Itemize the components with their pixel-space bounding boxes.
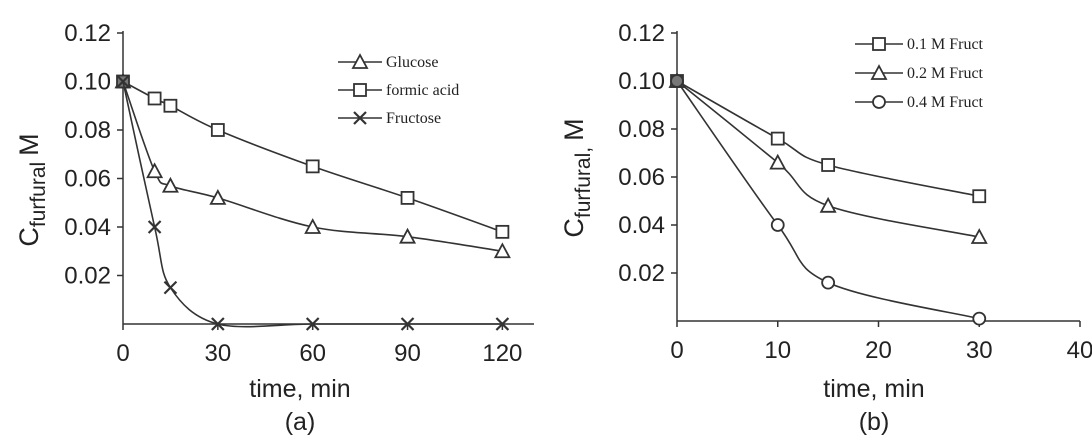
data-point-fructose — [495, 317, 510, 331]
legend-item-0-4-m-fruct: 0.4 M Fruct — [855, 94, 984, 111]
legend-item-fructose: Fructose — [338, 110, 441, 127]
legend-label: 0.4 M Fruct — [907, 94, 984, 111]
chart-panel-b: 0 10 20 30 40 0.02 0.04 0.06 0.08 0.10 0.12 time, m… — [559, 20, 1092, 436]
series-line-0-1-m-fruct — [676, 80, 980, 197]
y-tick-label: 0.12 — [64, 20, 111, 47]
y-tick-label: 0.04 — [64, 214, 111, 241]
y-tick-label: 0.02 — [618, 260, 665, 287]
data-point-fructose — [305, 317, 320, 331]
data-point-0-4-m-fruct — [972, 311, 987, 326]
y-tick-label: 0.02 — [64, 263, 111, 290]
data-point-formic-acid — [305, 159, 320, 174]
data-point-0-1-m-fruct — [770, 131, 785, 146]
data-point-0-2-m-fruct — [769, 153, 787, 170]
data-point-formic-acid — [400, 190, 415, 205]
data-point-0-4-m-fruct — [821, 275, 836, 290]
chart-panel-a: 0 30 60 90 120 0.02 0.04 0.06 0.08 0.10 0.12 time, … — [14, 20, 534, 436]
y-tick-label: 0.10 — [618, 68, 665, 95]
y-tick-label: 0.06 — [618, 164, 665, 191]
legend-marker-triangle — [351, 53, 369, 69]
data-point-fructose — [211, 317, 225, 331]
x-tick-label: 20 — [865, 337, 892, 364]
panel-label: (b) — [859, 408, 890, 436]
data-point-formic-acid — [147, 91, 162, 106]
data-point-fructose — [163, 280, 178, 295]
x-tick-label: 30 — [204, 340, 231, 367]
data-point-formic-acid — [495, 224, 510, 239]
series-line-0-2-m-fruct — [676, 80, 980, 238]
legend-label: Glucose — [386, 54, 438, 71]
legend-label: 0.2 M Fruct — [907, 65, 984, 82]
legend-label: 0.1 M Fruct — [907, 36, 984, 53]
legend-marker-square — [872, 37, 886, 51]
data-point-fructose — [400, 317, 415, 331]
data-point-glucose — [209, 189, 227, 205]
data-point-glucose — [304, 218, 322, 234]
x-tick-label: 30 — [966, 337, 993, 364]
series-formic-acid — [116, 74, 510, 239]
y-tick-label: 0.08 — [618, 116, 665, 143]
y-tick-label: 0.12 — [618, 20, 665, 47]
data-point-fructose — [116, 74, 130, 89]
data-point-0-2-m-fruct — [970, 228, 988, 244]
data-point-0-4-m-fruct — [670, 74, 684, 88]
legend: Glucose formic acid Fructose — [338, 53, 459, 127]
data-point-glucose — [399, 227, 417, 244]
data-point-0-1-m-fruct — [821, 158, 836, 172]
data-point-0-1-m-fruct — [972, 189, 987, 204]
data-point-glucose — [493, 242, 511, 259]
data-point-formic-acid — [163, 98, 178, 113]
legend-label: Fructose — [386, 110, 441, 127]
y-tick-label: 0.06 — [64, 166, 111, 193]
data-point-formic-acid — [210, 123, 225, 137]
x-tick-label: 40 — [1067, 337, 1092, 364]
data-point-0-4-m-fruct — [770, 218, 785, 232]
legend-item-glucose: Glucose — [338, 53, 438, 71]
x-tick-label: 90 — [394, 340, 421, 367]
x-tick-label: 60 — [299, 340, 326, 367]
x-axis-title: time, min — [249, 375, 350, 403]
x-tick-label: 120 — [482, 340, 522, 367]
legend-item-0-2-m-fruct: 0.2 M Fruct — [855, 64, 984, 82]
series-line-fructose — [122, 81, 503, 328]
y-tick-label: 0.10 — [64, 69, 111, 96]
series-line-0-4-m-fruct — [676, 80, 980, 320]
series-glucose — [114, 72, 511, 259]
data-point-glucose — [161, 176, 179, 193]
legend-marker-triangle — [870, 64, 888, 80]
legend-item-0-1-m-fruct: 0.1 M Fruct — [855, 36, 984, 53]
y-axis-title: Cfurfural,M — [559, 118, 595, 237]
x-tick-label: 0 — [116, 340, 129, 367]
legend-marker-square — [353, 83, 367, 97]
legend: 0.1 M Fruct 0.2 M Fruct 0.4 M Fruct — [855, 36, 984, 111]
y-tick-label: 0.08 — [64, 117, 111, 144]
data-point-0-2-m-fruct — [819, 196, 837, 213]
panel-label: (a) — [285, 408, 316, 436]
x-tick-label: 0 — [670, 337, 683, 364]
series-0-4-m-fruct — [670, 74, 987, 326]
x-tick-label: 10 — [764, 337, 791, 364]
legend-label: formic acid — [386, 82, 459, 99]
legend-marker-circle — [872, 95, 886, 109]
y-tick-label: 0.04 — [618, 212, 665, 239]
legend-marker-x — [353, 111, 367, 125]
y-axis-title: CfurfuralM — [14, 133, 50, 246]
data-point-glucose — [146, 162, 164, 179]
x-axis-title: time, min — [823, 375, 924, 403]
data-point-fructose — [147, 220, 162, 234]
legend-item-formic-acid: formic acid — [338, 82, 459, 99]
series-line-formic-acid — [122, 80, 503, 233]
series-fructose — [116, 74, 510, 331]
